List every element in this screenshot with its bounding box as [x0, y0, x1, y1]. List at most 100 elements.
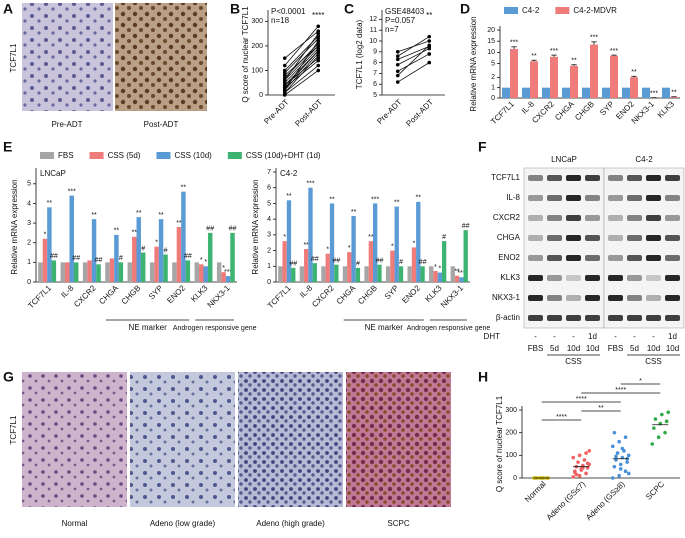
bar	[207, 232, 213, 282]
significance: #	[356, 261, 360, 268]
legend-label: C4-2	[522, 6, 540, 15]
protein-label: NKX3-1	[492, 293, 521, 302]
bar	[670, 96, 678, 98]
bar	[181, 191, 186, 282]
dht-value: 1d	[588, 332, 597, 341]
pair-line	[284, 45, 319, 81]
y-tick-label: 100	[251, 67, 263, 74]
y-tick-label: 3	[27, 220, 31, 227]
treatment-label: 5d	[630, 344, 639, 353]
significance: **	[47, 200, 53, 207]
significance: #	[141, 245, 145, 252]
blot-band	[665, 315, 680, 321]
data-point	[316, 49, 321, 53]
y-tick-label: 2	[491, 74, 495, 81]
data-point	[626, 471, 631, 476]
image-ylabel: TCF7L1	[9, 415, 18, 444]
significance: *	[204, 259, 207, 266]
y-tick-label: 300	[251, 18, 263, 25]
bar	[203, 266, 208, 282]
data-point	[663, 430, 667, 435]
bar	[570, 65, 578, 98]
x-tick-label: TCF7L1	[489, 99, 516, 126]
significance: ***	[224, 269, 232, 276]
y-tick-label: 1	[267, 263, 271, 270]
blot-band	[627, 195, 642, 201]
blot-band	[566, 275, 581, 281]
y-tick-label: 9	[373, 49, 377, 56]
protein-label: TCF7L1	[491, 173, 520, 182]
blot-band	[566, 295, 581, 301]
y-tick-label: 0	[27, 279, 31, 286]
pair-line	[284, 30, 319, 59]
blot-band	[566, 175, 581, 181]
legend-swatch	[504, 7, 518, 14]
x-tick-label: CHGA	[97, 283, 120, 306]
bar	[377, 264, 382, 282]
histology-image	[22, 3, 113, 111]
bar	[459, 277, 464, 282]
bar	[502, 87, 510, 98]
protein-label: KLK3	[500, 273, 520, 282]
significance: ##	[72, 255, 80, 262]
dht-value: -	[553, 332, 556, 341]
bar	[416, 201, 421, 282]
blot-band	[528, 315, 543, 321]
x-tick-label: Pre-ADT	[375, 97, 403, 125]
significance: **	[598, 405, 604, 412]
bar	[364, 266, 369, 282]
bar	[114, 234, 119, 282]
x-tick-label: CHGB	[120, 284, 143, 307]
histology-image	[346, 372, 451, 507]
x-tick-label: CHGA	[335, 283, 358, 306]
blot-band	[528, 175, 543, 181]
legend-swatch	[89, 152, 104, 159]
bar	[522, 87, 530, 98]
x-tick-label: ENO2	[165, 283, 187, 305]
x-tick-label: SCPC	[644, 479, 666, 501]
data-point	[618, 462, 623, 467]
significance: *	[326, 247, 329, 254]
significance: ##	[419, 259, 427, 266]
significance: ***	[306, 181, 314, 188]
bar	[329, 203, 335, 282]
data-point	[282, 71, 287, 75]
blot-band	[566, 315, 581, 321]
data-point	[427, 52, 432, 56]
blot-band	[627, 175, 642, 181]
data-point	[582, 458, 587, 462]
blot-band	[547, 315, 562, 321]
blot-band	[566, 195, 581, 201]
bar	[65, 262, 70, 282]
pair-line	[284, 38, 319, 74]
bar	[351, 216, 356, 282]
data-point	[626, 453, 631, 458]
legend-label: CSS (5d)	[108, 151, 141, 160]
x-tick-label: Adeno (GS≥8)	[584, 479, 627, 522]
panel-label: D	[460, 1, 470, 17]
significance: **	[303, 242, 309, 249]
annotation: n=18	[271, 16, 290, 25]
legend-swatch	[156, 152, 171, 159]
significance: ##	[376, 258, 384, 265]
x-tick-label: Normal	[523, 479, 548, 504]
blot-band	[627, 315, 642, 321]
blot-band	[528, 235, 543, 241]
image-caption: Post-ADT	[144, 120, 179, 129]
x-tick-label: TCF7L1	[266, 283, 293, 310]
y-axis-label: Relative mRNA expression	[10, 179, 19, 274]
y-tick-label: 3	[267, 232, 271, 239]
bar	[286, 200, 292, 282]
data-point	[316, 63, 321, 68]
blot-band	[528, 275, 543, 281]
data-point	[653, 417, 658, 421]
blot-band	[627, 255, 642, 261]
blot-band	[608, 195, 623, 201]
data-point	[584, 451, 588, 455]
bar	[530, 61, 538, 98]
significance: *	[155, 239, 158, 246]
pair-line	[284, 50, 319, 88]
blot-band	[585, 215, 600, 221]
significance: **	[181, 184, 187, 191]
pair-line	[284, 33, 319, 81]
